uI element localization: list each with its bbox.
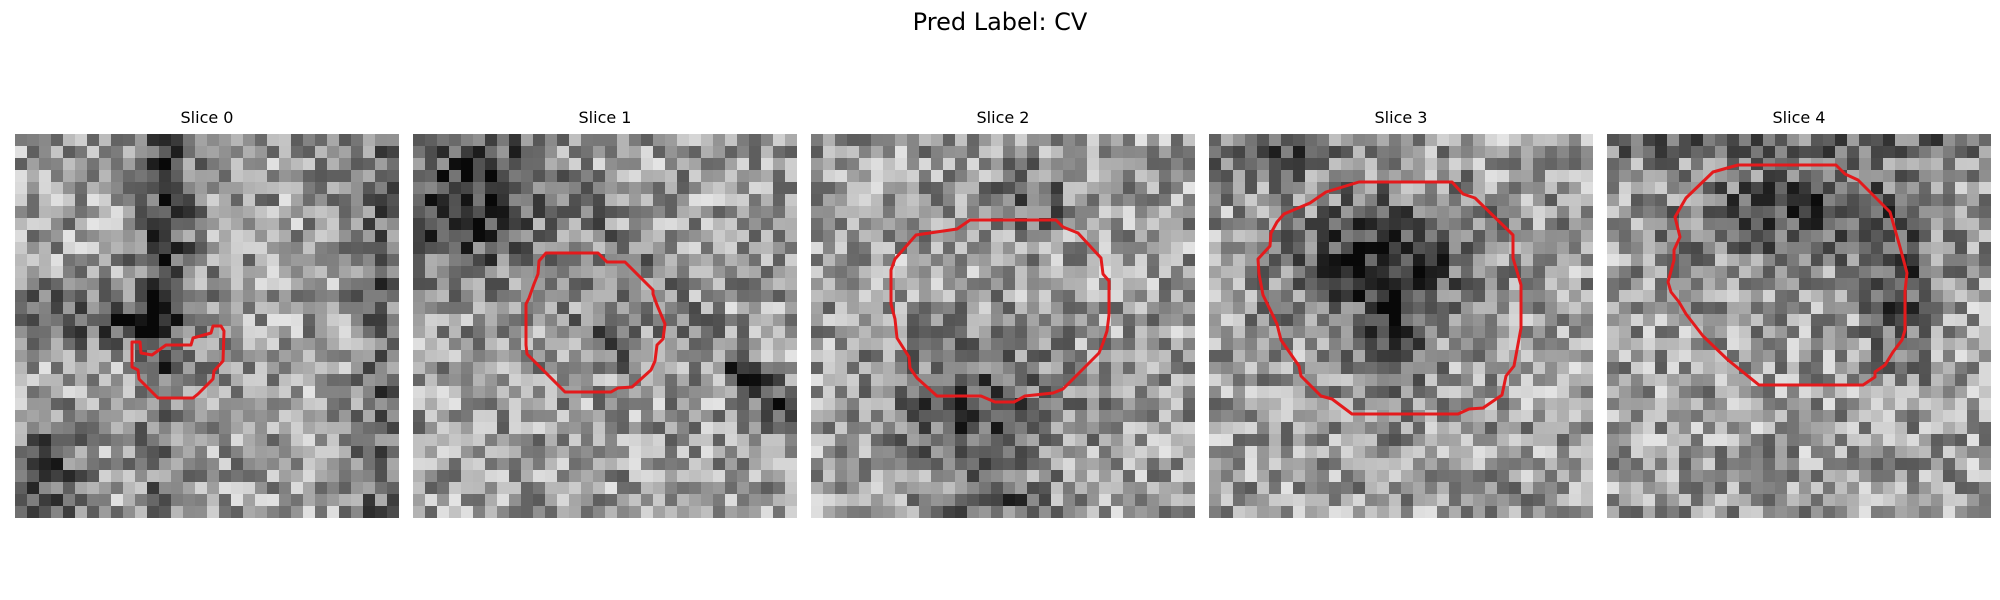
segmentation-contour (1666, 163, 1909, 387)
slice-title-0: Slice 0 (180, 108, 234, 127)
pixel-mosaic (1209, 134, 1593, 518)
slice-title-4: Slice 4 (1772, 108, 1826, 127)
slice-image-2 (811, 134, 1195, 518)
pixel-mosaic (1607, 134, 1991, 518)
segmentation-contour (524, 251, 667, 394)
segmentation-contour (1256, 180, 1523, 416)
slice-image-0 (15, 134, 399, 518)
figure-title: Pred Label: CV (912, 8, 1088, 36)
slice-image-3 (1209, 134, 1593, 518)
slice-title-1: Slice 1 (578, 108, 632, 127)
slice-title-3: Slice 3 (1374, 108, 1428, 127)
segmentation-contour (889, 218, 1111, 404)
segmentation-contour (130, 324, 226, 400)
pixel-mosaic (413, 134, 797, 518)
slice-title-2: Slice 2 (976, 108, 1030, 127)
slice-image-4 (1607, 134, 1991, 518)
pixel-mosaic (811, 134, 1195, 518)
slice-image-1 (413, 134, 797, 518)
pixel-mosaic (15, 134, 399, 518)
